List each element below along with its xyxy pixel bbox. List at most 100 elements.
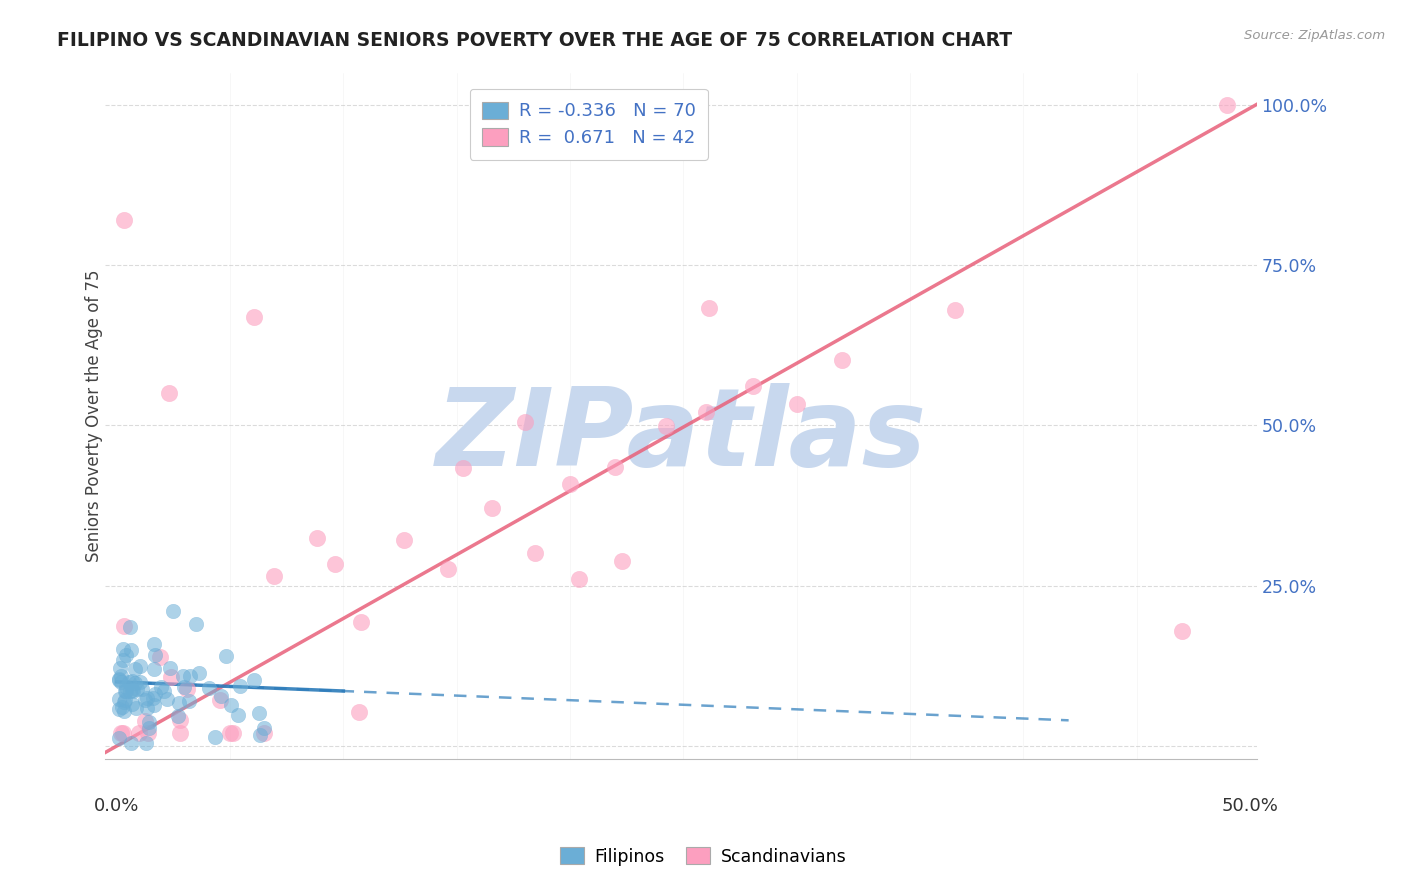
Point [162,604,184,618]
Point [120,643,142,657]
Point [159,661,181,675]
Point [143,662,166,676]
Point [558,476,581,491]
Point [214,649,236,664]
Point [138,721,160,735]
Point [152,684,174,698]
Text: Source: ZipAtlas.com: Source: ZipAtlas.com [1244,29,1385,42]
Point [108,673,131,687]
Point [136,701,159,715]
Point [786,397,808,411]
Point [169,726,191,740]
Point [219,698,242,713]
Point [118,675,141,690]
Point [169,696,191,710]
Point [1216,98,1239,112]
Point [513,415,536,429]
Point [197,681,219,696]
Point [172,669,194,683]
Point [121,697,143,711]
Point [247,706,270,721]
Point [243,673,266,688]
Point [143,687,166,701]
Point [142,637,165,651]
Point [179,669,201,683]
Point [253,721,276,735]
Point [143,648,166,662]
Point [323,557,346,571]
Text: ZIPatlas: ZIPatlas [436,384,927,490]
Point [249,728,271,742]
Point [128,674,150,689]
Point [110,726,132,740]
Point [110,668,132,682]
Point [120,683,142,698]
Point [160,670,183,684]
Text: 0.0%: 0.0% [94,797,139,814]
Point [142,691,165,706]
Point [612,554,634,568]
Point [111,641,134,656]
Point [1171,624,1194,638]
Point [125,681,148,696]
Point [695,405,717,419]
Point [114,684,136,698]
Point [156,691,179,706]
Point [243,310,266,324]
Point [149,649,172,664]
Point [157,386,180,401]
Point [108,691,131,706]
Point [112,618,135,632]
Point [437,562,460,576]
Point [253,726,276,740]
Point [219,726,242,740]
Point [173,681,195,695]
Point [124,662,146,676]
Point [209,689,232,703]
Point [349,705,371,719]
Point [187,665,209,680]
Point [184,617,207,632]
Point [228,680,250,694]
Point [943,303,966,318]
Point [222,726,245,740]
Point [112,213,135,227]
Point [655,419,678,434]
Point [125,700,148,714]
Point [120,736,142,750]
Point [699,301,721,315]
Point [204,730,226,744]
Point [177,694,200,708]
Point [128,726,150,740]
Point [134,693,156,707]
Point [350,615,373,630]
Point [114,684,136,698]
Point [114,693,136,707]
Point [166,708,188,723]
Point [114,680,136,694]
Point [143,698,166,712]
Text: FILIPINO VS SCANDINAVIAN SENIORS POVERTY OVER THE AGE OF 75 CORRELATION CHART: FILIPINO VS SCANDINAVIAN SENIORS POVERTY… [56,31,1012,50]
Point [111,653,134,667]
Point [394,533,416,547]
Point [115,648,138,662]
Point [108,731,131,745]
Point [108,661,131,675]
Point [112,695,135,709]
Point [307,531,329,545]
Point [208,693,231,707]
Point [742,379,765,393]
Point [524,546,547,560]
Point [111,726,134,740]
Point [124,675,146,690]
Point [135,690,157,705]
Point [138,714,160,729]
Legend: Filipinos, Scandinavians: Filipinos, Scandinavians [553,840,853,872]
Point [131,681,153,696]
Point [481,500,503,515]
Point [605,460,627,475]
Point [176,681,198,696]
Point [150,680,173,694]
Point [451,460,474,475]
Point [111,699,134,714]
